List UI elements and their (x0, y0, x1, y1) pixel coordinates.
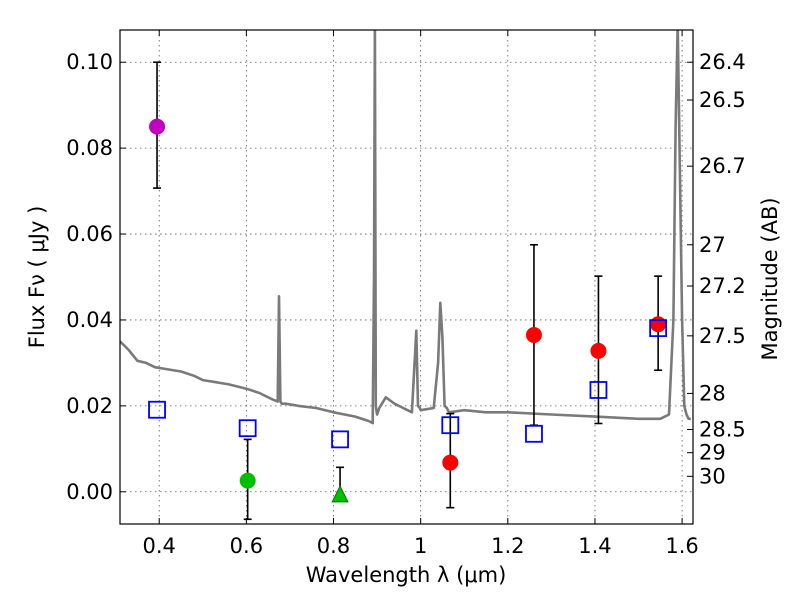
grid-lines (120, 30, 693, 524)
x-tick-label: 0.8 (317, 534, 350, 558)
upper-limit-point (331, 485, 349, 503)
flux-point (650, 316, 667, 333)
y2-tick-label: 28.5 (699, 417, 746, 441)
y-tick-label: 0.02 (66, 394, 113, 418)
y2-tick-label: 26.4 (699, 50, 746, 74)
model-point (331, 430, 349, 449)
sed-template-line (120, 30, 691, 425)
x-tick-label: 1.2 (491, 534, 524, 558)
model-point (525, 424, 543, 443)
y2-tick-label: 28 (699, 381, 726, 405)
y-tick-label: 0.04 (66, 308, 113, 332)
y2-tick-label: 27.5 (699, 324, 746, 348)
flux-point (239, 472, 256, 489)
y2-axis-label: Magnitude (AB) (758, 197, 782, 360)
y2-tick-label: 26.7 (699, 154, 746, 178)
tick-marks (120, 30, 693, 524)
y2-tick-label: 26.5 (699, 88, 746, 112)
y-axis-label: Flux Fν ( μJy ) (25, 206, 49, 349)
flux-point (525, 326, 542, 343)
y2-tick-label: 29 (699, 441, 726, 465)
sed-line-layer (120, 30, 691, 425)
flux-point (149, 118, 166, 135)
model-point (148, 400, 166, 419)
x-tick-label: 0.4 (143, 534, 176, 558)
flux-point (442, 454, 459, 471)
x-tick-label: 0.6 (230, 534, 263, 558)
y2-tick-label: 27.2 (699, 274, 746, 298)
x-tick-label: 1 (414, 534, 427, 558)
model-point (238, 419, 257, 438)
marker-layer (148, 118, 668, 503)
model-point (441, 416, 460, 435)
y-tick-label: 0.06 (66, 222, 113, 246)
y-tick-label: 0.10 (66, 50, 113, 74)
model-point (589, 381, 608, 399)
model-point (649, 319, 668, 338)
plot-frame (119, 29, 694, 525)
x-axis-label: Wavelength λ (μm) (306, 563, 507, 587)
y2-tick-label: 30 (699, 464, 726, 488)
x-tick-label: 1.6 (665, 534, 698, 558)
x-tick-label: 1.4 (578, 534, 611, 558)
flux-point (590, 342, 607, 359)
y-tick-label: 0.08 (66, 136, 113, 160)
tick-labels: 0.4 0.6 0.8 1 1.2 1.4 1.6 0.00 0.02 0.04 0.06 0.08 0… (66, 50, 746, 558)
y2-tick-label: 27 (699, 233, 726, 257)
y-tick-label: 0.00 (66, 480, 113, 504)
error-bar-layer (153, 61, 663, 521)
